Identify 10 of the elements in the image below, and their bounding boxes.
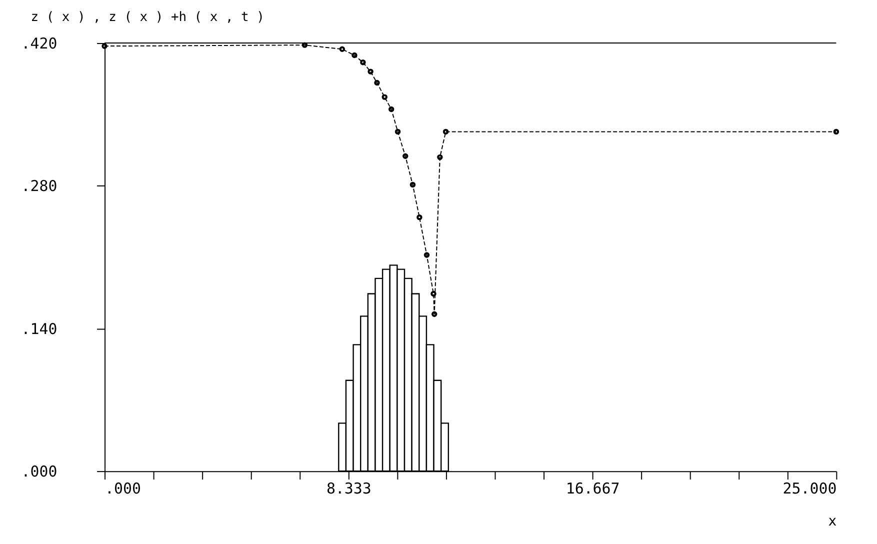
y-tick-label: .420 [21, 34, 58, 53]
y-tick-label: .000 [21, 462, 58, 481]
x-tick-label: 8.333 [326, 479, 372, 498]
y-tick-label: .140 [21, 320, 58, 338]
x-tick-label: 16.667 [566, 479, 620, 498]
x-tick-label: 25.000 [782, 479, 837, 498]
chart-title: z ( x ) , z ( x ) +h ( x , t ) [30, 10, 264, 26]
y-tick-label: .280 [21, 177, 58, 196]
x-tick-label: .000 [105, 479, 141, 498]
x-axis-title: x [828, 513, 837, 530]
